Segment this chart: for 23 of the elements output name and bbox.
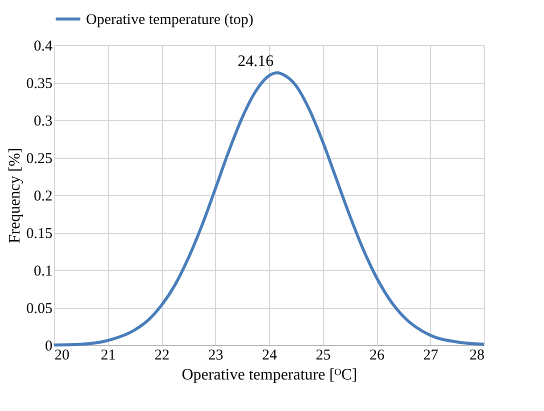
x-tick-label: 21 [100, 348, 116, 364]
x-tick-label: 22 [154, 348, 170, 364]
y-tick-label: 0.3 [34, 114, 52, 130]
x-tick-label: 27 [423, 348, 439, 364]
x-axis-title: Operative temperature [ᴼC] [182, 366, 358, 384]
x-tick-label: 23 [208, 348, 224, 364]
y-axis-title: Frequency [%] [6, 148, 24, 244]
y-tick-label: 0.4 [34, 38, 53, 54]
x-tick-label: 25 [316, 348, 331, 364]
annotation: 24.16 [238, 52, 274, 70]
y-tick-label: 0.25 [26, 151, 52, 167]
y-tick-label: 0.2 [34, 188, 52, 204]
y-tick-label: 0.15 [26, 226, 52, 242]
y-tick-label: 0.35 [26, 76, 52, 92]
x-tick-label: 20 [54, 348, 70, 364]
x-tick-label: 26 [370, 348, 385, 364]
line-series [52, 71, 486, 346]
x-tick-label: 28 [470, 348, 484, 364]
legend-label: Operative temperature (top) [86, 12, 254, 28]
y-tick-label: 0 [45, 338, 52, 354]
y-tick-label: 0.05 [26, 301, 52, 317]
x-tick-label: 24 [262, 348, 278, 364]
y-tick-label: 0.1 [34, 264, 52, 280]
